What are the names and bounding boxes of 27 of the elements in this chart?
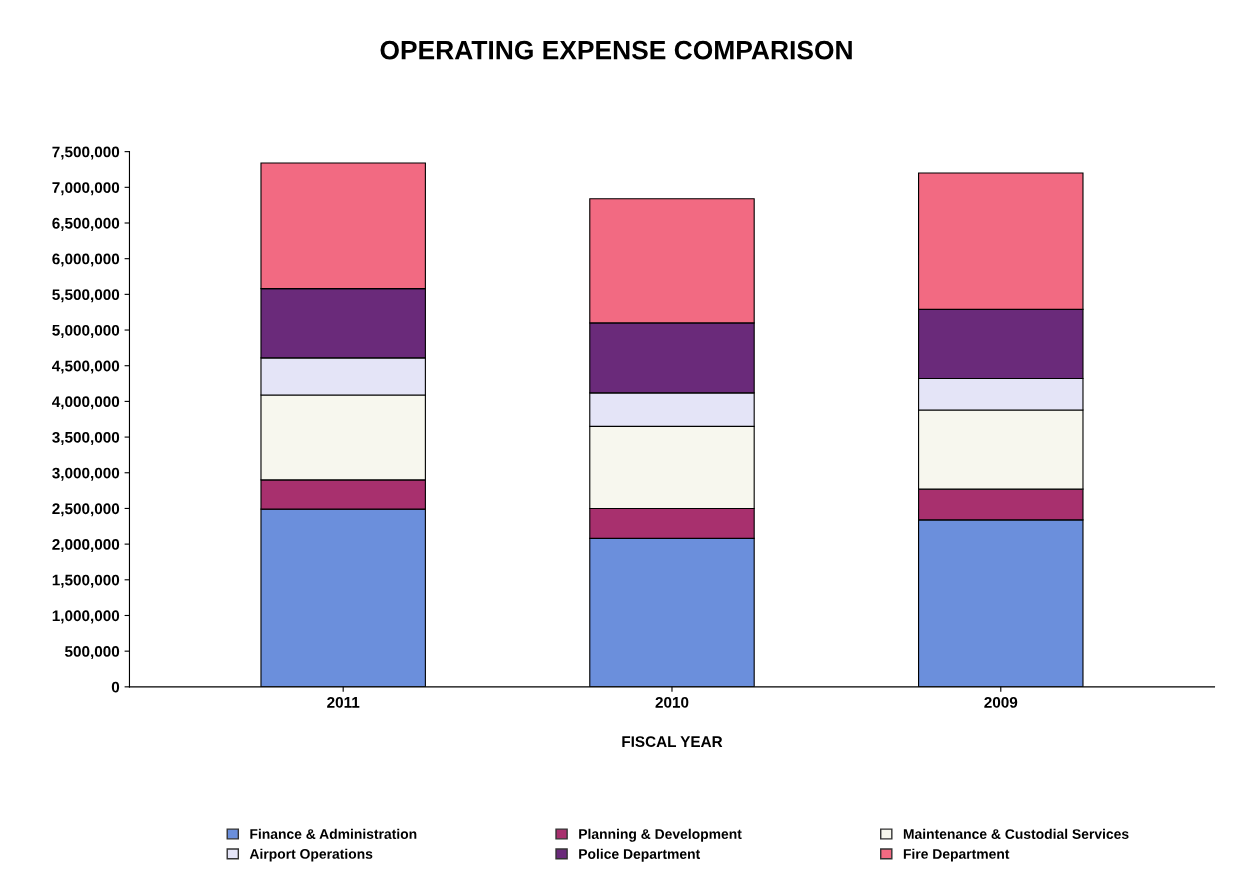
x-tick-label: 2011 <box>327 696 360 708</box>
y-tick-label: 3,000,000 <box>52 467 120 481</box>
x-tick-label: 2009 <box>984 696 1018 708</box>
y-tick-label: 1,500,000 <box>52 574 120 588</box>
legend-label: Finance & Administration <box>250 828 417 839</box>
y-tick-label: 6,000,000 <box>52 253 120 267</box>
y-tick-label: 2,000,000 <box>52 538 120 553</box>
y-tick-label: 1,000,000 <box>52 610 120 624</box>
legend-label: Planning & Development <box>579 828 742 842</box>
legend-label: Maintenance & Custodial Services <box>903 828 1129 839</box>
legend-label: Airport Operations <box>249 848 373 862</box>
y-tick-label: 3,500,000 <box>52 431 120 445</box>
legend-label: Police Department <box>579 848 701 862</box>
y-tick-label: 500,000 <box>64 646 120 660</box>
y-tick-label: 6,500,000 <box>52 217 120 231</box>
y-tick-label: 7,500,000 <box>52 146 120 160</box>
y-tick-label: 7,000,000 <box>52 182 120 196</box>
legend-label: Fire Department <box>903 848 1010 862</box>
y-tick-label: 4,000,000 <box>52 396 120 410</box>
x-axis-title: FISCAL YEAR <box>622 736 723 748</box>
y-tick-label: 2,500,000 <box>52 503 120 517</box>
chart-title: OPERATING EXPENSE COMPARISON <box>380 40 852 60</box>
y-tick-label: 5,500,000 <box>52 289 120 303</box>
y-tick-label: 4,500,000 <box>52 360 120 374</box>
x-tick-label: 2010 <box>655 696 689 708</box>
y-tick-label: 0 <box>111 681 120 693</box>
y-tick-label: 5,000,000 <box>52 324 120 338</box>
